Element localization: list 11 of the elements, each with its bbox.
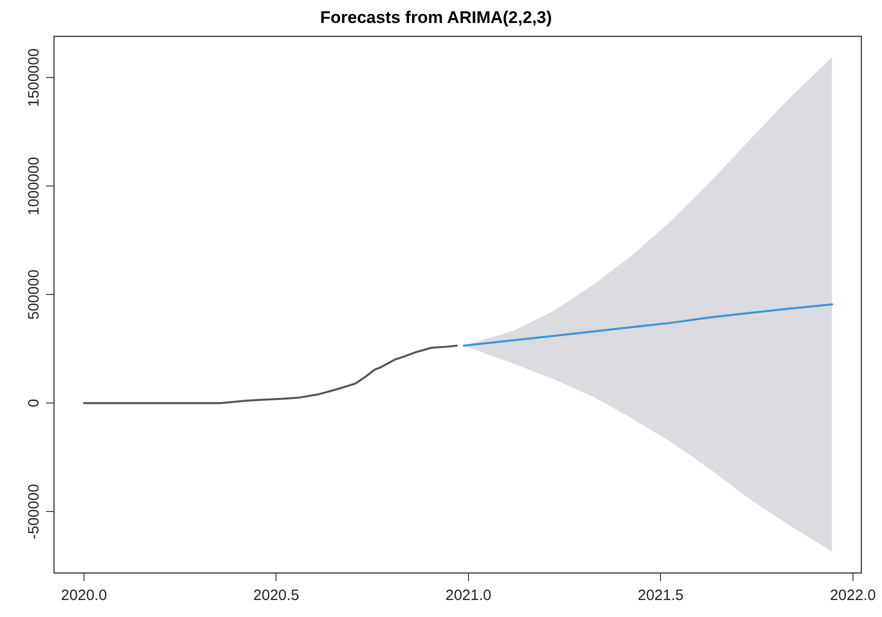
- x-tick-label: 2020.0: [61, 587, 107, 604]
- y-tick-label: 1000000: [26, 156, 43, 216]
- x-tick-label: 2021.5: [638, 587, 684, 604]
- chart-title: Forecasts from ARIMA(2,2,3): [320, 8, 552, 27]
- y-tick-label: -500000: [26, 484, 43, 540]
- x-tick-label: 2021.0: [445, 587, 492, 604]
- y-tick-label: 0: [26, 398, 43, 408]
- y-tick-label: 500000: [26, 270, 43, 320]
- y-tick-label: 1500000: [26, 48, 43, 107]
- x-tick-label: 2022.0: [830, 587, 876, 604]
- x-tick-label: 2020.5: [253, 587, 300, 604]
